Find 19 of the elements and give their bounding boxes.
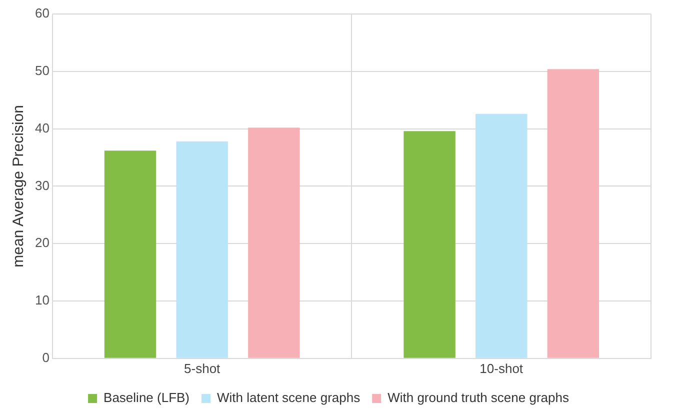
y-tick-label: 60 [34, 6, 50, 21]
x-tick-label: 5-shot [184, 360, 221, 376]
y-tick-label: 40 [34, 120, 50, 136]
y-tick-label: 10 [34, 292, 50, 308]
y-tick-label: 30 [34, 178, 50, 193]
bar [176, 141, 228, 358]
x-tick-label: 10-shot [480, 360, 524, 376]
y-axis-title: mean Average Precision [10, 105, 28, 268]
legend-label: With latent scene graphs [217, 390, 361, 406]
legend-label: Baseline (LFB) [104, 390, 190, 406]
y-tick-label: 50 [34, 62, 50, 78]
bar [404, 131, 456, 358]
y-tick-label: 20 [34, 235, 50, 250]
bar [476, 114, 528, 358]
y-tick-label: 0 [42, 350, 50, 365]
legend-label: With ground truth scene graphs [388, 390, 570, 406]
bar [104, 150, 156, 358]
bar [248, 128, 300, 358]
bar [547, 69, 600, 358]
